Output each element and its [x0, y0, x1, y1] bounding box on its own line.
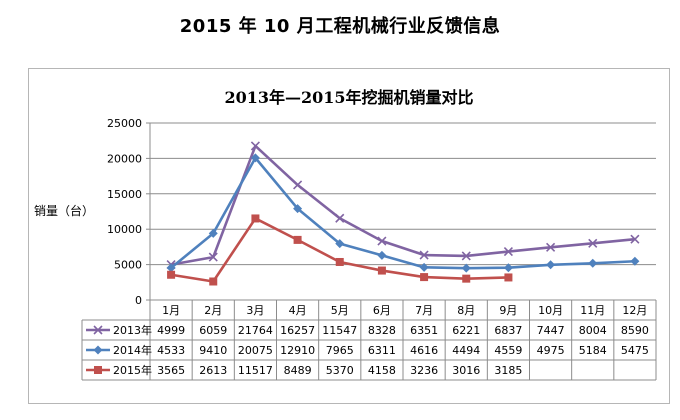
page-title: 2015 年 10 月工程机械行业反馈信息	[179, 16, 501, 37]
x-tick-label: 10月	[538, 304, 563, 317]
data-point	[293, 235, 302, 244]
chart-title: 2013年—2015年挖掘机销量对比	[224, 88, 474, 107]
x-tick-label: 6月	[373, 304, 391, 317]
x-tick-label: 11月	[580, 304, 605, 317]
data-point	[630, 234, 640, 244]
data-point	[461, 263, 471, 273]
data-point	[630, 256, 640, 266]
x-tick-label: 9月	[499, 304, 517, 317]
data-point	[377, 250, 387, 260]
table-cell: 4999	[157, 324, 185, 337]
table-cell: 6311	[368, 344, 396, 357]
data-point	[419, 262, 429, 272]
data-point	[546, 260, 556, 270]
y-tick-label: 25000	[107, 117, 142, 130]
data-point	[166, 263, 176, 273]
data-point	[293, 204, 303, 214]
table-cell: 4158	[368, 364, 396, 377]
data-point	[335, 257, 344, 266]
legend-label: 2013年	[113, 323, 152, 337]
series-line	[170, 217, 509, 283]
data-point	[419, 250, 429, 260]
x-tick-label: 12月	[622, 304, 647, 317]
data-point	[588, 238, 598, 248]
table-cell: 2613	[199, 364, 227, 377]
table-cell: 4975	[537, 344, 565, 357]
x-tick-label: 4月	[289, 304, 307, 317]
table-cell: 8590	[621, 324, 649, 337]
data-point	[167, 270, 176, 279]
x-tick-label: 5月	[331, 304, 349, 317]
legend-marker	[94, 366, 102, 374]
data-point	[208, 228, 218, 238]
data-point	[420, 273, 429, 282]
data-point	[250, 141, 260, 151]
y-tick-label: 15000	[107, 188, 142, 201]
x-tick-label: 8月	[457, 304, 475, 317]
legend-label: 2014年	[113, 343, 152, 357]
y-tick-label: 20000	[107, 152, 142, 165]
data-point	[588, 258, 598, 268]
legend-marker	[93, 345, 103, 355]
x-tick-label: 1月	[162, 304, 180, 317]
table-cell: 8004	[579, 324, 607, 337]
data-point	[462, 274, 471, 283]
table-cell: 3565	[157, 364, 185, 377]
x-tick-label: 3月	[246, 304, 264, 317]
table-cell: 6837	[494, 324, 522, 337]
table-cell: 5475	[621, 344, 649, 357]
table-cell: 12910	[280, 344, 315, 357]
table-cell: 3236	[410, 364, 438, 377]
table-cell: 21764	[238, 324, 273, 337]
table-cell: 4616	[410, 344, 438, 357]
legend-label: 2015年	[113, 363, 152, 377]
table-cell: 7965	[326, 344, 354, 357]
table-cell: 6351	[410, 324, 438, 337]
table-cell: 6059	[199, 324, 227, 337]
y-axis-label: 销量（台）	[34, 203, 94, 218]
x-tick-label: 2月	[204, 304, 222, 317]
table-cell: 5370	[326, 364, 354, 377]
data-point	[377, 266, 386, 275]
table-cell: 3185	[494, 364, 522, 377]
data-point	[251, 214, 260, 223]
table-cell: 9410	[199, 344, 227, 357]
table-cell: 5184	[579, 344, 607, 357]
data-point	[293, 180, 303, 190]
table-cell: 8489	[284, 364, 312, 377]
table-cell: 16257	[280, 324, 315, 337]
y-tick-label: 5000	[114, 259, 142, 272]
table-cell: 4494	[452, 344, 480, 357]
data-point	[208, 252, 218, 262]
x-tick-label: 7月	[415, 304, 433, 317]
data-point	[250, 153, 260, 163]
chart-frame	[28, 68, 670, 404]
table-cell: 3016	[452, 364, 480, 377]
table-cell: 20075	[238, 344, 273, 357]
data-point	[335, 239, 345, 249]
table-cell: 4559	[494, 344, 522, 357]
table-cell: 11547	[322, 324, 357, 337]
legend-marker	[93, 325, 103, 335]
table-cell: 6221	[452, 324, 480, 337]
data-point	[377, 236, 387, 246]
series-line	[170, 144, 636, 266]
series-line	[170, 156, 635, 270]
y-tick-label: 0	[135, 294, 142, 307]
table-cell: 7447	[537, 324, 565, 337]
data-point	[209, 277, 218, 286]
data-point	[461, 251, 471, 261]
data-point	[546, 242, 556, 252]
data-point	[335, 213, 345, 223]
table-cell: 11517	[238, 364, 273, 377]
data-point	[504, 273, 513, 282]
y-tick-label: 10000	[107, 223, 142, 236]
table-cell: 4533	[157, 344, 185, 357]
data-point	[503, 263, 513, 273]
table-cell: 8328	[368, 324, 396, 337]
data-point	[503, 247, 513, 257]
